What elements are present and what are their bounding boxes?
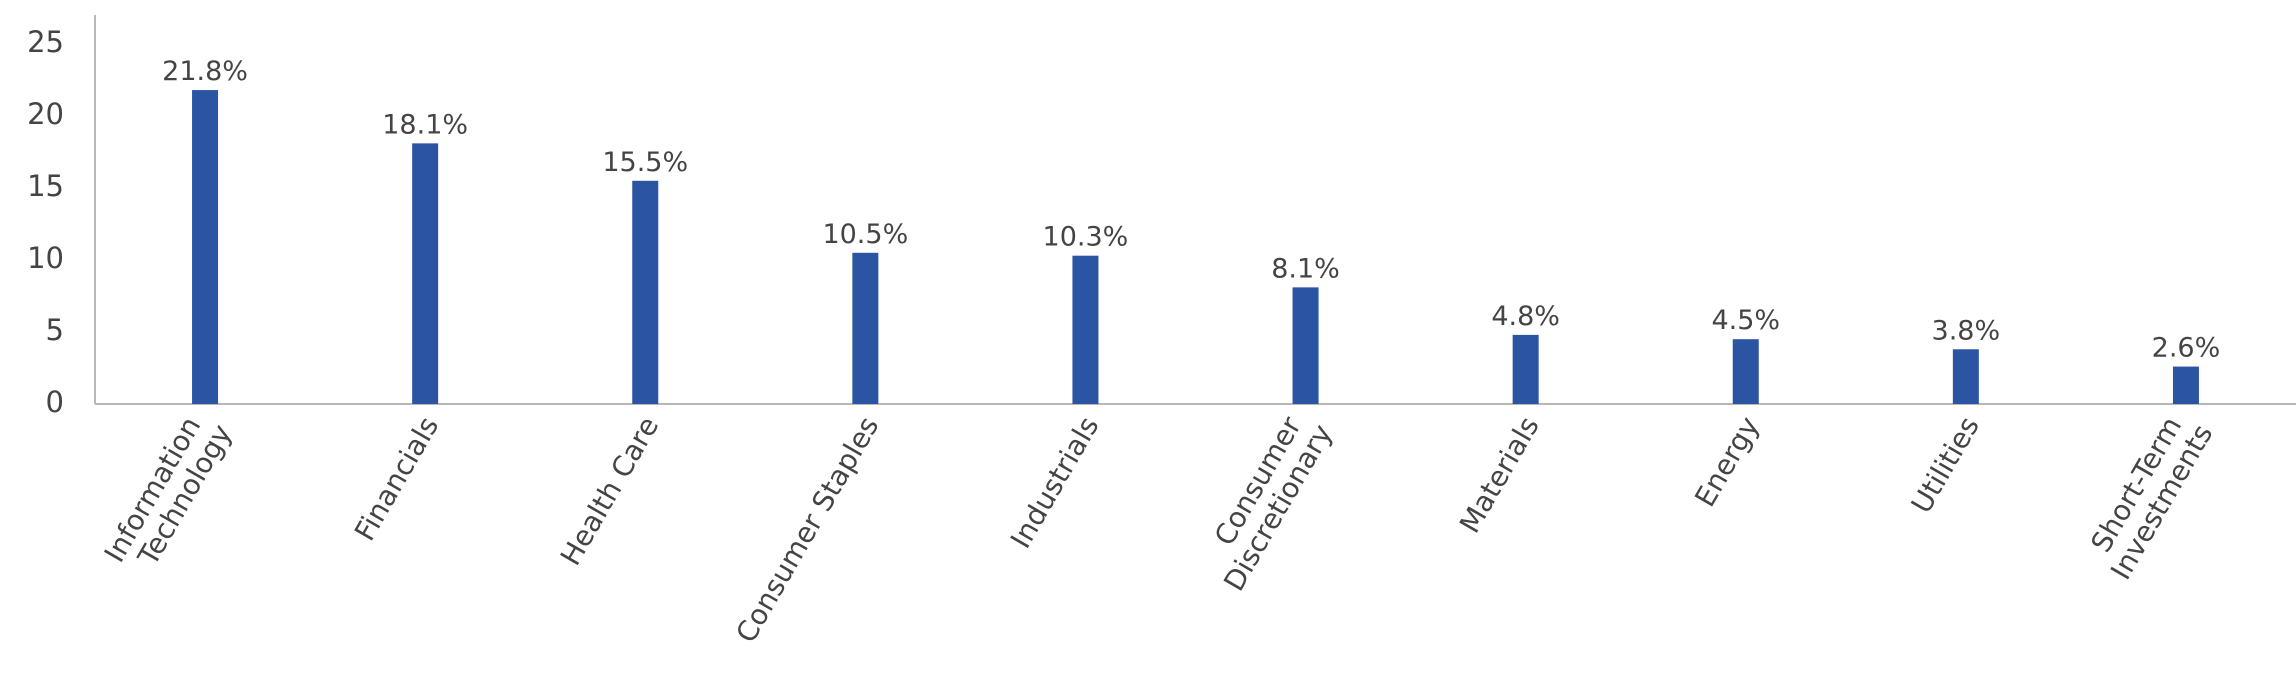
x-tick-label: Information Technology	[98, 403, 239, 583]
value-label: 18.1%	[382, 109, 468, 140]
value-label: 8.1%	[1271, 253, 1340, 284]
value-label: 4.8%	[1491, 301, 1560, 332]
y-tick-label: 5	[46, 313, 64, 347]
y-tick-label: 20	[27, 97, 64, 131]
bar	[852, 252, 879, 404]
value-label: 2.6%	[2152, 333, 2221, 364]
value-label: 3.8%	[1932, 315, 2001, 346]
value-label: 10.5%	[822, 219, 908, 250]
bar	[1732, 339, 1759, 404]
y-tick-label: 15	[27, 169, 64, 203]
x-tick-label: Industrials	[1004, 411, 1106, 554]
x-tick-label: Consumer Discretionary	[1191, 403, 1339, 596]
value-label: 15.5%	[602, 147, 688, 178]
bar	[1512, 334, 1539, 404]
bar	[2172, 366, 2199, 404]
x-tick-label: Energy	[1688, 411, 1766, 512]
bar	[1072, 255, 1099, 404]
bar	[1952, 349, 1979, 404]
bar	[632, 180, 659, 404]
x-tick-label: Health Care	[554, 411, 665, 571]
y-tick-label: 0	[46, 385, 64, 419]
x-tick-label: Consumer Staples	[729, 411, 885, 648]
bar	[192, 90, 219, 404]
value-label: 4.5%	[1711, 305, 1780, 336]
bar	[412, 143, 439, 405]
x-tick-label: Financials	[348, 411, 445, 546]
x-tick-label: Short-Term Investments	[2078, 403, 2220, 585]
bar	[1292, 287, 1319, 404]
x-tick-label: Utilities	[1905, 411, 1986, 519]
y-tick-label: 10	[27, 241, 64, 275]
y-tick-label: 25	[27, 25, 64, 59]
value-label: 10.3%	[1043, 222, 1129, 253]
value-label: 21.8%	[162, 56, 248, 87]
x-tick-label: Materials	[1453, 411, 1546, 539]
